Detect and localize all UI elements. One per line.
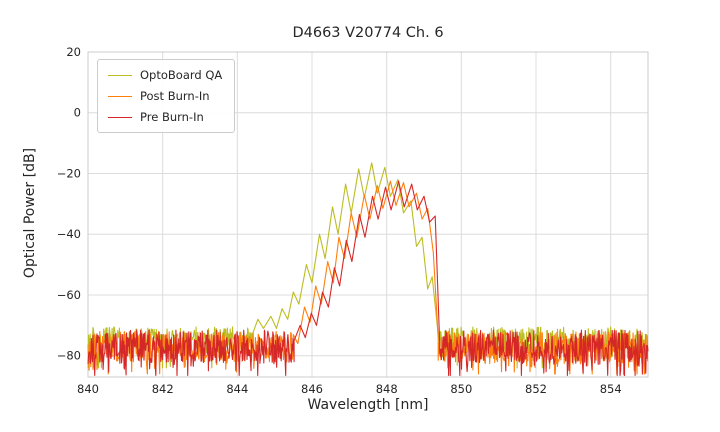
legend-item-pre-burn-in: Pre Burn-In (108, 110, 222, 124)
x-tick-label: 854 (600, 382, 622, 396)
chart-title: D4663 V20774 Ch. 6 (292, 25, 444, 41)
x-tick-label: 840 (77, 382, 99, 396)
y-tick-label: 20 (66, 45, 81, 59)
legend-item-post-burn-in: Post Burn-In (108, 89, 222, 103)
y-tick-label: −60 (57, 288, 81, 302)
legend-label-post-burn-in: Post Burn-In (140, 89, 210, 103)
y-axis-label: Optical Power [dB] (22, 147, 38, 279)
y-tick-label: −20 (57, 166, 81, 180)
y-tick-label: 0 (74, 106, 81, 120)
legend-line-swatch-optoboard-qa (108, 74, 132, 76)
series-line-post-burn-in (87, 180, 649, 375)
legend-label-optoboard-qa: OptoBoard QA (140, 68, 223, 82)
legend-line-swatch-post-burn-in (108, 95, 132, 97)
x-tick-label: 850 (450, 382, 472, 396)
legend-line-swatch-pre-burn-in (108, 116, 132, 118)
legend: OptoBoard QA Post Burn-In Pre Burn-In (97, 59, 236, 133)
plot-border (87, 51, 649, 378)
x-axis-label: Wavelength [nm] (307, 397, 429, 413)
y-tick-label: −80 (57, 349, 81, 363)
y-tick-label: −40 (57, 227, 81, 241)
x-tick-label: 846 (301, 382, 323, 396)
x-tick-label: 852 (525, 382, 547, 396)
legend-item-optoboard-qa: OptoBoard QA (108, 68, 222, 82)
x-tick-label: 844 (226, 382, 248, 396)
series-line-pre-burn-in (87, 180, 649, 377)
legend-label-pre-burn-in: Pre Burn-In (140, 110, 204, 124)
x-tick-label: 848 (376, 382, 398, 396)
x-tick-label: 842 (152, 382, 174, 396)
